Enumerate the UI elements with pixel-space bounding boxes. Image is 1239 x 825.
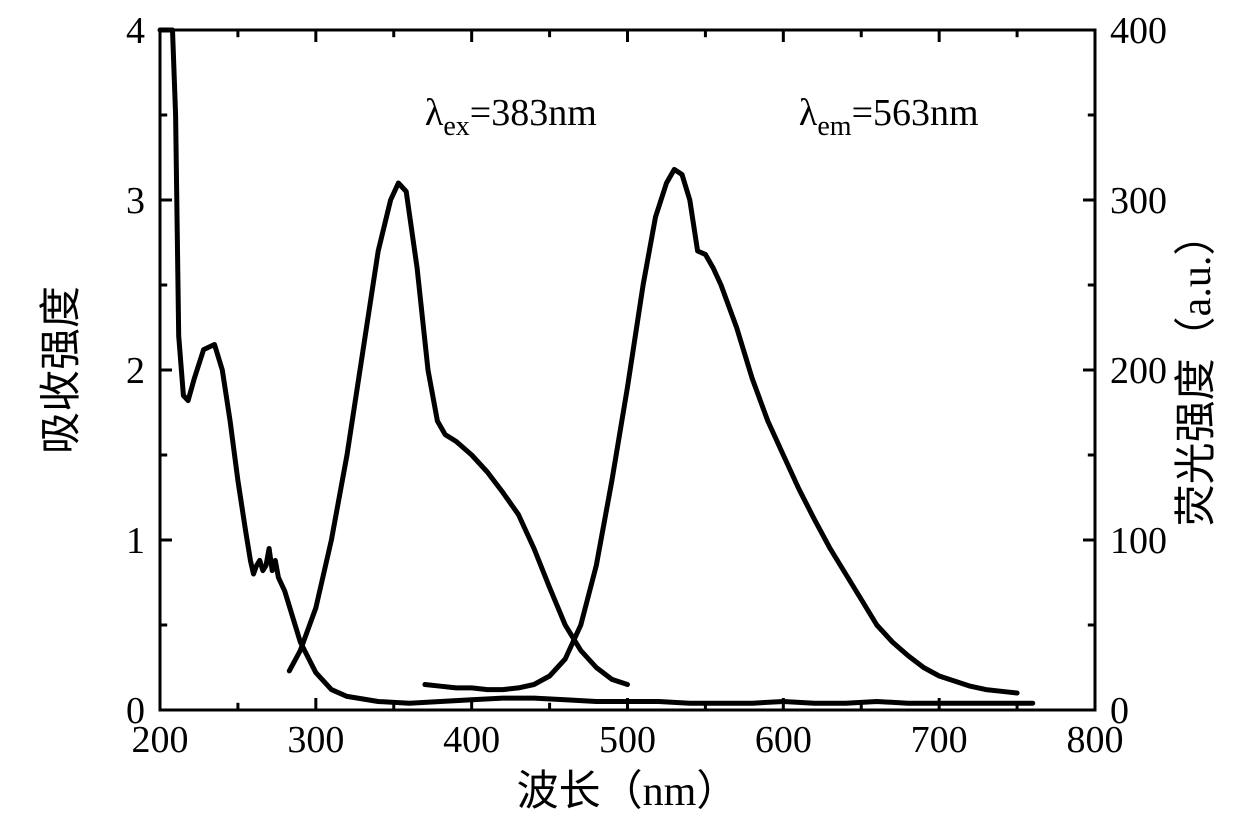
svg-text:500: 500 bbox=[599, 719, 656, 761]
annotation-1: λem=563nm bbox=[799, 92, 979, 142]
chart-svg: 200300400500600700800012340100200300400波… bbox=[0, 0, 1239, 825]
svg-text:1: 1 bbox=[126, 520, 145, 562]
spectra-chart: 200300400500600700800012340100200300400波… bbox=[0, 0, 1239, 825]
series-emission bbox=[425, 169, 1017, 693]
svg-text:0: 0 bbox=[126, 690, 145, 732]
series-excitation bbox=[289, 183, 627, 685]
svg-text:4: 4 bbox=[126, 10, 145, 52]
svg-text:600: 600 bbox=[755, 719, 812, 761]
svg-text:100: 100 bbox=[1110, 520, 1167, 562]
annotation-0: λex=383nm bbox=[425, 92, 597, 142]
svg-text:0: 0 bbox=[1110, 690, 1129, 732]
svg-text:300: 300 bbox=[1110, 180, 1167, 222]
svg-text:2: 2 bbox=[126, 350, 145, 392]
y-right-label: 荧光强度（a.u.） bbox=[1174, 214, 1220, 527]
x-axis-label: 波长（nm） bbox=[517, 769, 739, 815]
svg-text:300: 300 bbox=[287, 719, 344, 761]
svg-text:700: 700 bbox=[911, 719, 968, 761]
svg-text:400: 400 bbox=[1110, 10, 1167, 52]
y-left-label: 吸收强度 bbox=[39, 286, 85, 454]
svg-text:400: 400 bbox=[443, 719, 500, 761]
svg-text:200: 200 bbox=[1110, 350, 1167, 392]
svg-text:3: 3 bbox=[126, 180, 145, 222]
